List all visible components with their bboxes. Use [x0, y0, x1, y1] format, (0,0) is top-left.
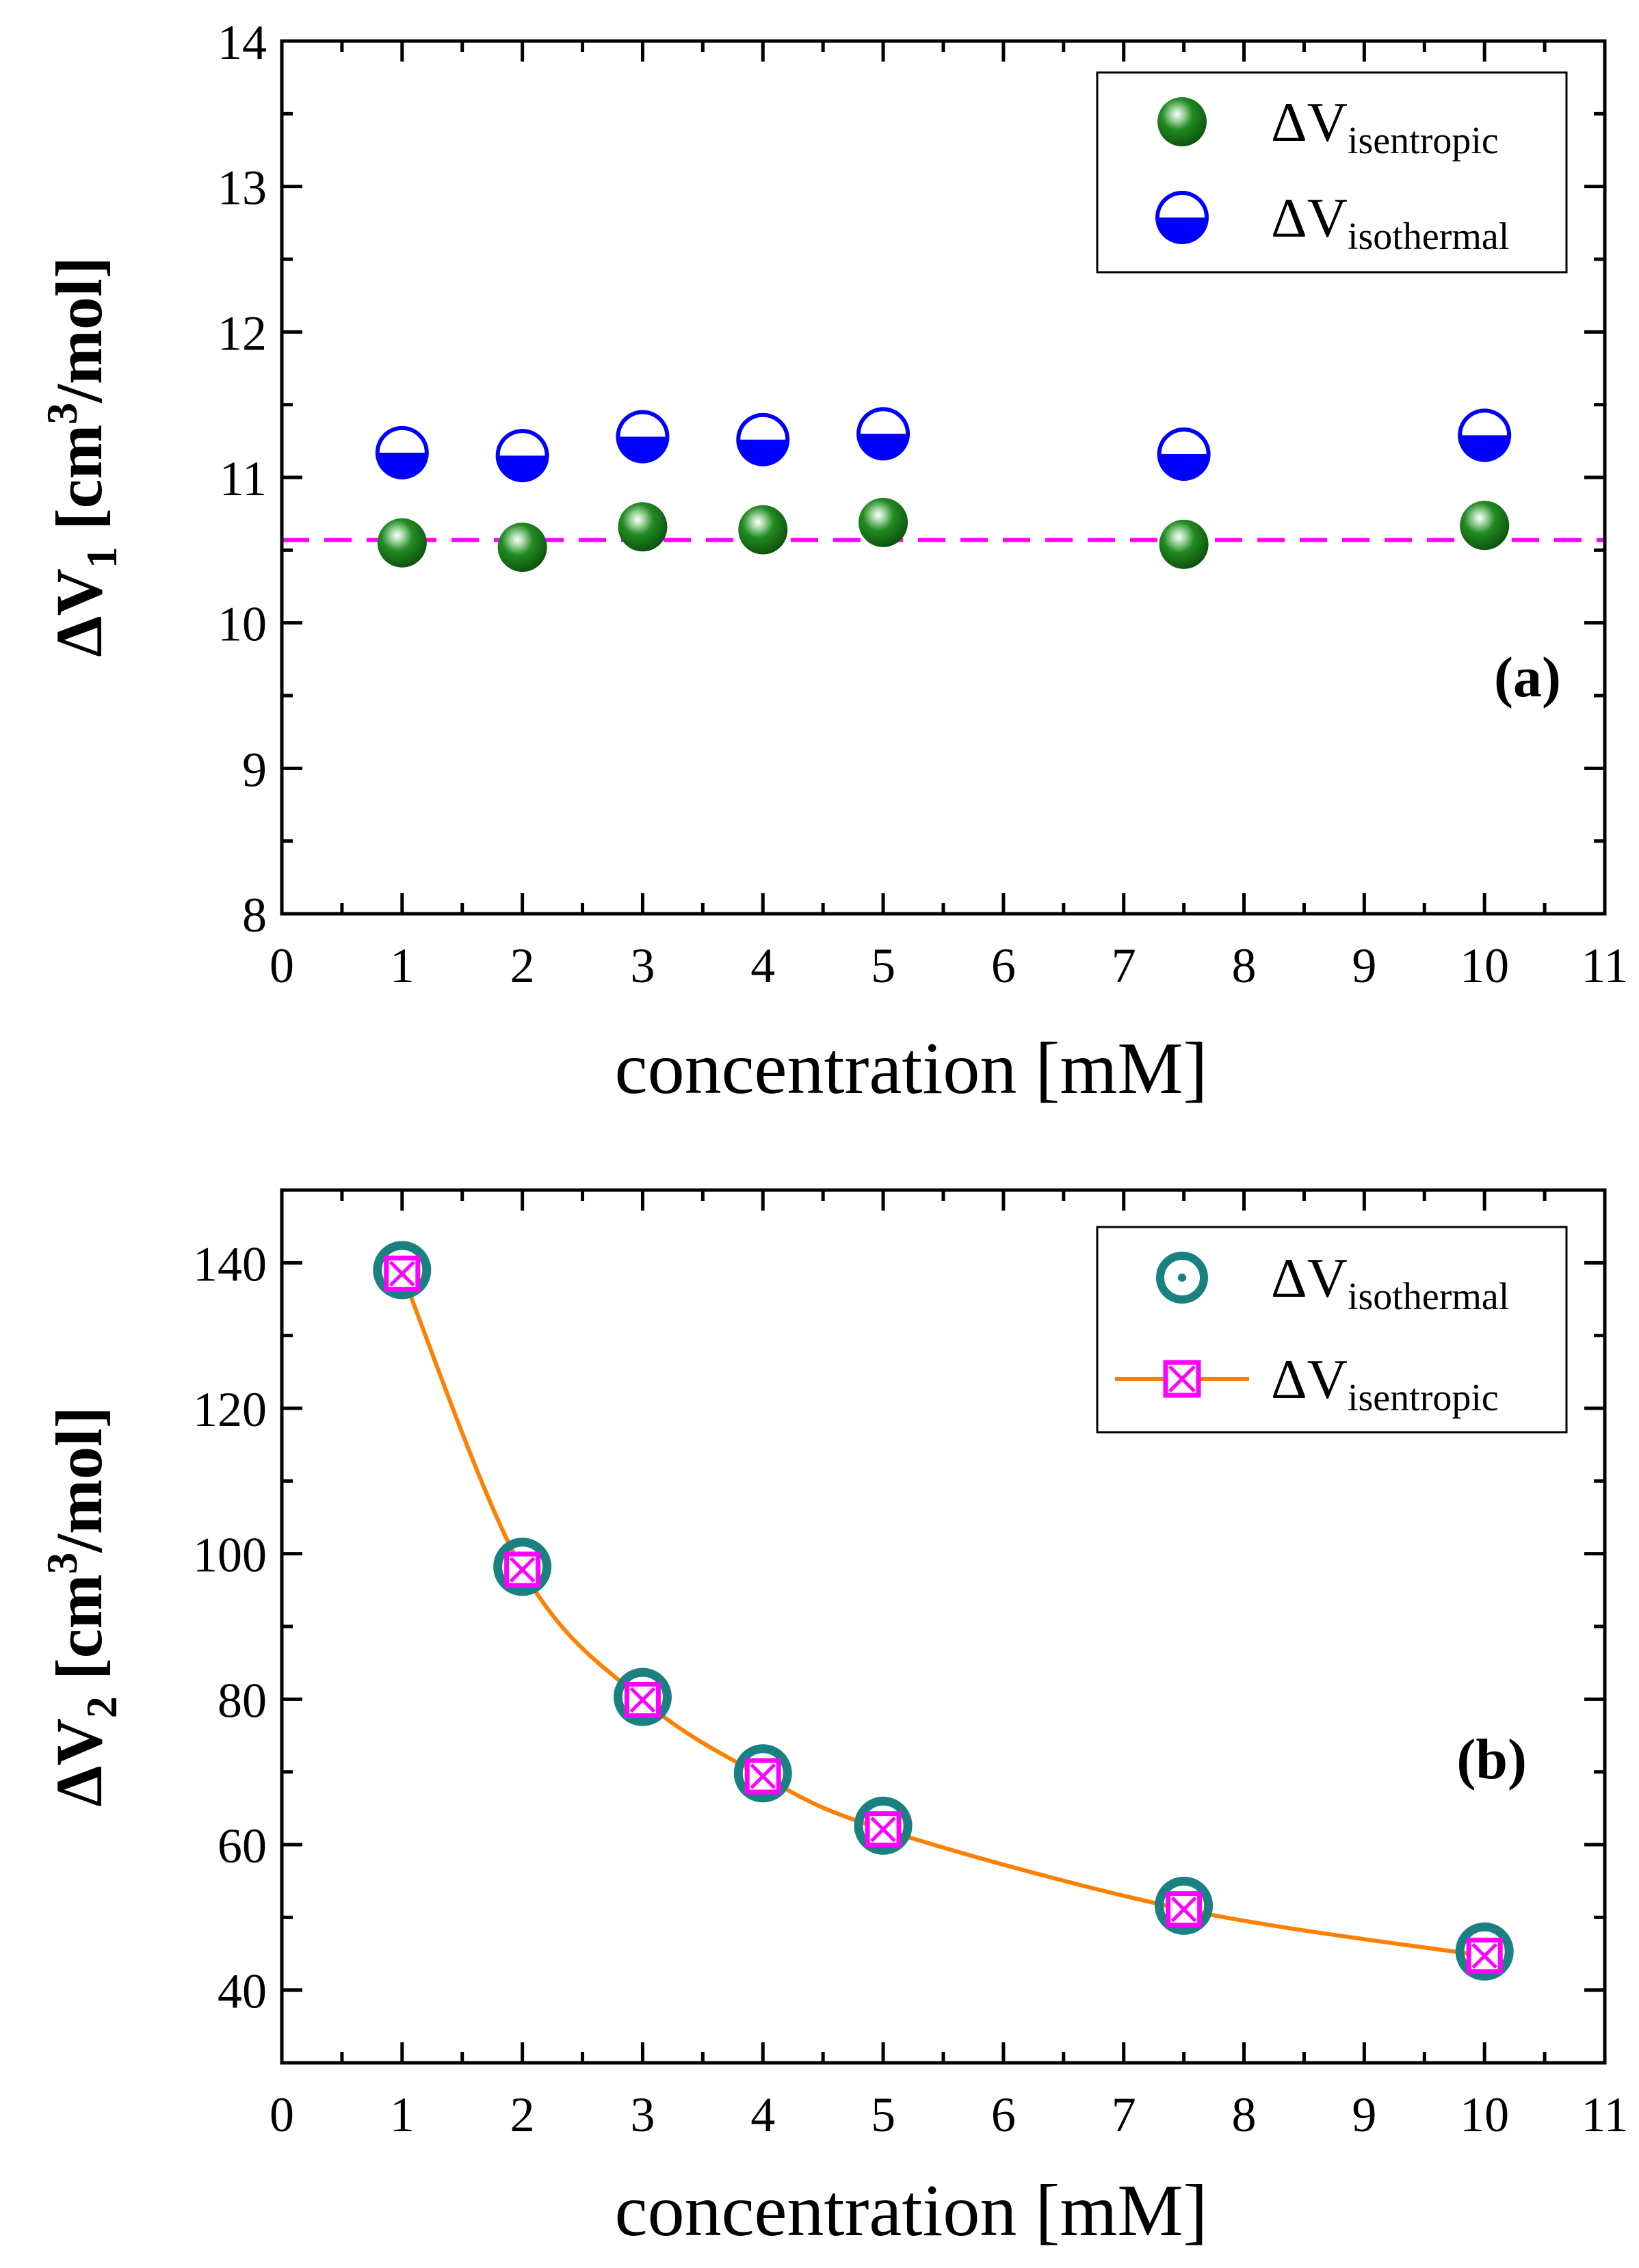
x-tick-label: 10 — [1460, 938, 1509, 993]
y-tick-labels: 8 9 10 11 12 13 14 — [218, 15, 267, 942]
point-isentropic — [618, 502, 668, 552]
x-tick-label: 11 — [1581, 938, 1628, 993]
x-tick-label: 3 — [630, 938, 655, 993]
y-tick-label: 12 — [218, 306, 267, 360]
x-axis-title: concentration [mM] — [615, 1028, 1208, 1109]
point-isothermal — [1455, 1922, 1514, 1981]
x-tick-label: 7 — [1112, 938, 1136, 993]
x-tick-label: 5 — [871, 938, 895, 993]
legend-label-isothermal: ΔVisothermal — [1271, 1247, 1509, 1318]
point-isentropic — [1460, 501, 1510, 551]
x-tick-label: 3 — [630, 2087, 655, 2142]
legend-marker-isothermal — [1156, 1252, 1208, 1304]
y-tick-label: 11 — [220, 451, 267, 506]
data-marks — [375, 407, 1512, 572]
panel-label-b: (b) — [1456, 1728, 1527, 1791]
x-tick-labels: 0 1 2 3 4 5 6 7 8 9 10 11 — [270, 2087, 1629, 2142]
x-tick-label: 5 — [871, 2087, 895, 2142]
point-isentropic — [1466, 1938, 1503, 1975]
legend: ΔVisothermal ΔVisentropic — [1096, 1226, 1568, 1434]
point-isothermal — [733, 1744, 792, 1803]
point-isentropic — [497, 523, 547, 572]
y-tick-label: 60 — [218, 1819, 267, 1873]
y-tick-label: 13 — [218, 161, 267, 215]
legend-label-isentropic: ΔVisentropic — [1271, 1348, 1499, 1419]
point-isentropic — [1166, 1891, 1203, 1928]
legend-label-isothermal: ΔVisothermal — [1271, 187, 1509, 258]
point-isothermal — [373, 1241, 432, 1300]
legend-label-isentropic: ΔVisentropic — [1271, 91, 1499, 162]
y-axis-title: ΔV1 [cm3/mol] — [38, 256, 126, 657]
y-tick-label: 14 — [218, 15, 267, 70]
y-tick-label: 8 — [242, 888, 267, 942]
point-isothermal — [736, 412, 790, 466]
point-isothermal — [1155, 1876, 1214, 1935]
point-isothermal — [375, 425, 429, 479]
x-tick-label: 0 — [270, 2087, 294, 2142]
x-tick-marks — [280, 41, 1607, 914]
x-tick-label: 4 — [750, 2087, 775, 2142]
legend-marker-isothermal — [1155, 191, 1209, 244]
legend-box — [1096, 1226, 1568, 1434]
x-tick-label: 2 — [510, 938, 535, 993]
legend-marker-isentropic — [1115, 1360, 1249, 1398]
point-isothermal — [616, 410, 670, 464]
point-isothermal — [1458, 408, 1512, 462]
panel-label-a: (a) — [1494, 646, 1561, 709]
point-isothermal — [856, 407, 910, 461]
panel-b: 0 1 2 3 4 5 6 7 8 9 10 11 40 60 80 100 120 140 concentra… — [38, 1188, 1629, 2252]
data-marks — [373, 1241, 1514, 1981]
y-tick-label: 80 — [218, 1673, 267, 1728]
y-tick-label: 100 — [193, 1528, 267, 1583]
point-isothermal — [854, 1796, 913, 1855]
point-isothermal — [495, 429, 549, 483]
y-tick-label: 140 — [193, 1237, 267, 1291]
point-isothermal — [1157, 427, 1211, 481]
point-isothermal — [493, 1538, 552, 1596]
x-tick-label: 10 — [1460, 2087, 1509, 2142]
x-tick-label: 6 — [991, 938, 1016, 993]
point-isentropic — [1159, 519, 1209, 569]
point-isothermal — [613, 1667, 672, 1726]
plot-frame — [280, 39, 1607, 916]
point-isentropic — [858, 497, 908, 547]
x-tick-label: 9 — [1352, 2087, 1376, 2142]
x-tick-labels: 0 1 2 3 4 5 6 7 8 9 10 11 — [270, 938, 1629, 993]
x-tick-label: 1 — [390, 938, 415, 993]
legend: ΔVisentropic ΔVisothermal — [1096, 71, 1568, 274]
x-tick-label: 9 — [1352, 938, 1376, 993]
point-isentropic — [738, 505, 788, 555]
x-tick-marks — [280, 1190, 1607, 2063]
x-tick-label: 6 — [991, 2087, 1016, 2142]
y-axis-title: ΔV2 [cm3/mol] — [38, 1406, 126, 1806]
y-tick-label: 10 — [218, 597, 267, 652]
x-tick-label: 7 — [1112, 2087, 1136, 2142]
x-tick-label: 8 — [1232, 938, 1257, 993]
point-isentropic — [865, 1811, 902, 1848]
plot-frame — [280, 1188, 1607, 2065]
x-tick-label: 0 — [270, 938, 294, 993]
x-tick-label: 8 — [1232, 2087, 1257, 2142]
y-tick-label: 120 — [193, 1382, 267, 1437]
x-axis-title: concentration [mM] — [615, 2170, 1208, 2252]
x-tick-label: 11 — [1581, 2087, 1628, 2142]
x-tick-label: 2 — [510, 2087, 535, 2142]
x-tick-label: 4 — [750, 938, 775, 993]
point-isentropic — [377, 518, 427, 568]
y-tick-labels: 40 60 80 100 120 140 — [193, 1237, 267, 2018]
y-tick-label: 9 — [242, 742, 267, 797]
point-isentropic — [504, 1551, 541, 1588]
point-isentropic — [744, 1758, 781, 1795]
y-tick-label: 40 — [218, 1964, 267, 2019]
point-isentropic — [384, 1255, 421, 1292]
legend-marker-isentropic — [1157, 97, 1207, 146]
x-tick-label: 1 — [390, 2087, 415, 2142]
point-isentropic — [624, 1681, 661, 1718]
